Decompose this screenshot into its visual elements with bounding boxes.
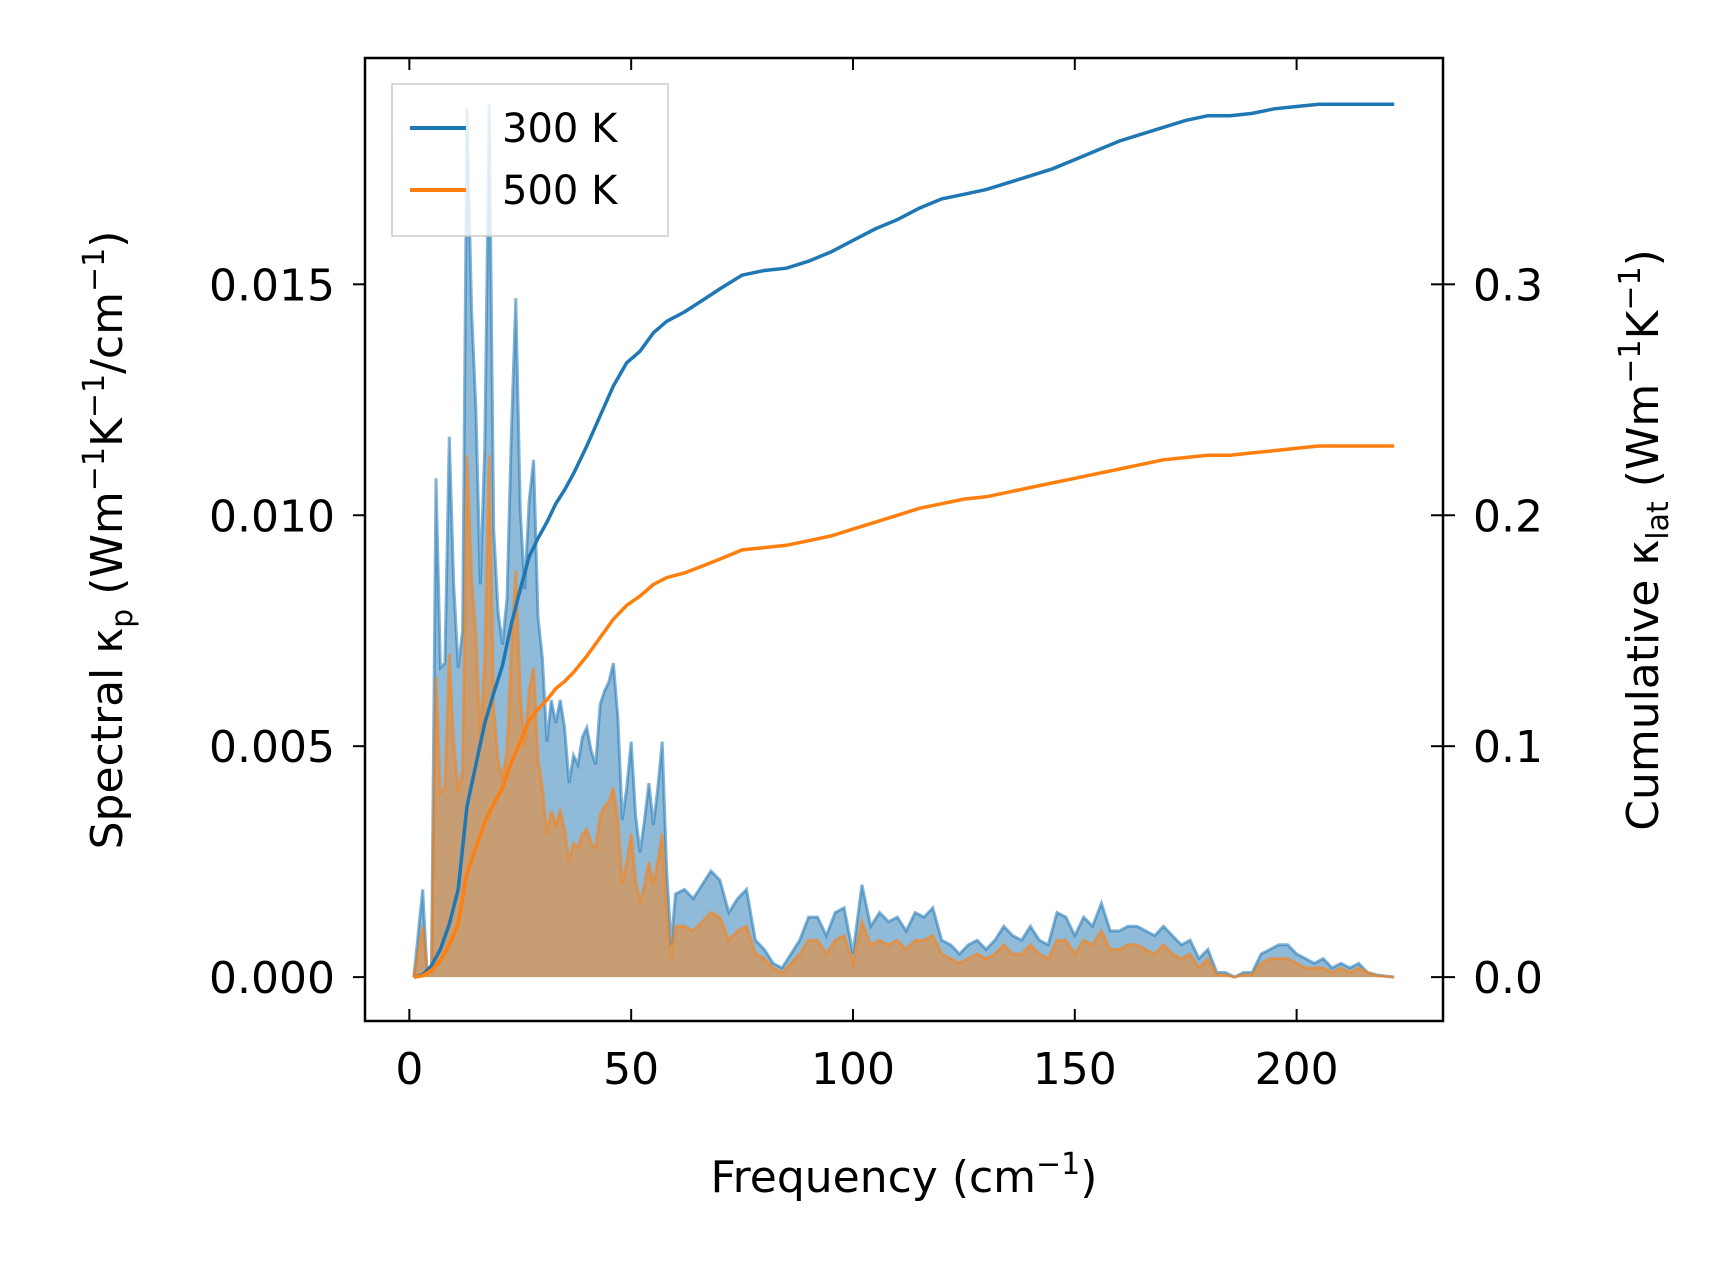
cumulative-line-1	[413, 444, 1395, 979]
label-part: (Wm	[82, 491, 133, 609]
spectral-areas	[412, 104, 1395, 979]
right-y-axis-label: Cumulative κlat (Wm−1K−1)	[1613, 249, 1676, 831]
label-part: (Wm	[1618, 384, 1669, 502]
legend-label-300k: 300 K	[502, 106, 619, 152]
plot-frame	[363, 56, 1445, 1023]
cumulative-lines	[413, 102, 1395, 979]
x-tick-label: 0	[395, 1044, 423, 1095]
spectral-area-1	[413, 455, 1395, 978]
x-tick-label: 200	[1255, 1044, 1339, 1095]
left-y-tick-label: 0.015	[209, 260, 335, 311]
label-part: /cm	[82, 292, 133, 374]
label-part: p	[105, 609, 140, 628]
x-tick-label: 100	[811, 1044, 895, 1095]
spectral-outline-1	[412, 455, 1395, 979]
right-y-tick-label: 0.3	[1473, 260, 1543, 311]
label-part: )	[1618, 249, 1669, 266]
left-y-axis-label: Spectral κp (Wm−1K−1/cm−1)	[77, 231, 140, 850]
label-part: Spectral κ	[82, 628, 133, 850]
label-part: )	[82, 231, 133, 248]
label-part: K	[82, 417, 133, 447]
cumulative-line-0	[413, 102, 1395, 979]
right-y-tick-label: 0.2	[1473, 491, 1543, 542]
left-y-tick-label: 0.000	[209, 953, 335, 1004]
left-y-tick-label: 0.005	[209, 722, 335, 773]
label-part: −1	[1613, 266, 1648, 310]
label-part: −1	[1613, 339, 1648, 383]
legend-label-500k: 500 K	[502, 168, 619, 214]
x-axis-label: Frequency (cm−1)	[711, 1147, 1098, 1203]
label-part: lat	[1641, 501, 1676, 540]
x-axis-ticks: 0 50 100 150 200	[395, 58, 1339, 1095]
spectral-outline-0	[412, 104, 1395, 979]
label-part: −1	[77, 374, 112, 418]
label-part: Cumulative κ	[1618, 540, 1669, 831]
label-part: −1	[77, 248, 112, 292]
left-y-tick-label: 0.010	[209, 491, 335, 542]
x-tick-label: 50	[603, 1044, 659, 1095]
left-y-axis-ticks: 0.000 0.005 0.010 0.015	[209, 260, 365, 1004]
label-part: −1	[77, 447, 112, 491]
label-part: K	[1618, 309, 1669, 339]
x-tick-label: 150	[1033, 1044, 1117, 1095]
legend: 300 K 500 K	[391, 83, 669, 237]
right-y-axis-ticks: 0.0 0.1 0.2 0.3	[1431, 260, 1543, 1004]
right-y-tick-label: 0.0	[1473, 953, 1543, 1004]
legend-box	[391, 83, 669, 237]
right-y-tick-label: 0.1	[1473, 722, 1543, 773]
